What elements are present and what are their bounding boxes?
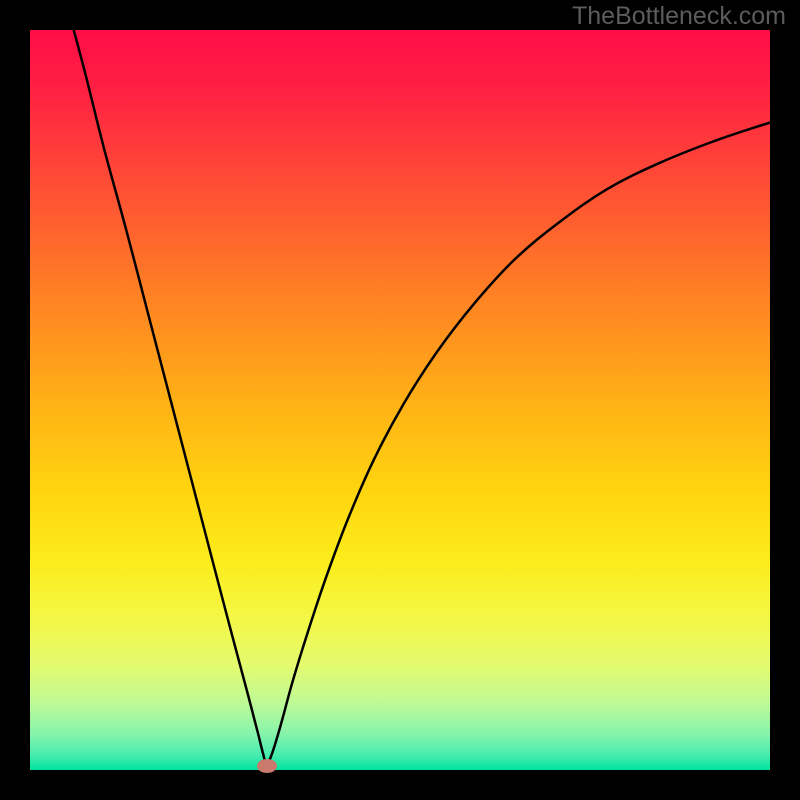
chart-frame: TheBottleneck.com bbox=[0, 0, 800, 800]
curve-path bbox=[71, 30, 770, 764]
bottleneck-curve bbox=[30, 30, 770, 770]
minimum-marker bbox=[257, 759, 277, 773]
watermark-text: TheBottleneck.com bbox=[572, 2, 786, 31]
